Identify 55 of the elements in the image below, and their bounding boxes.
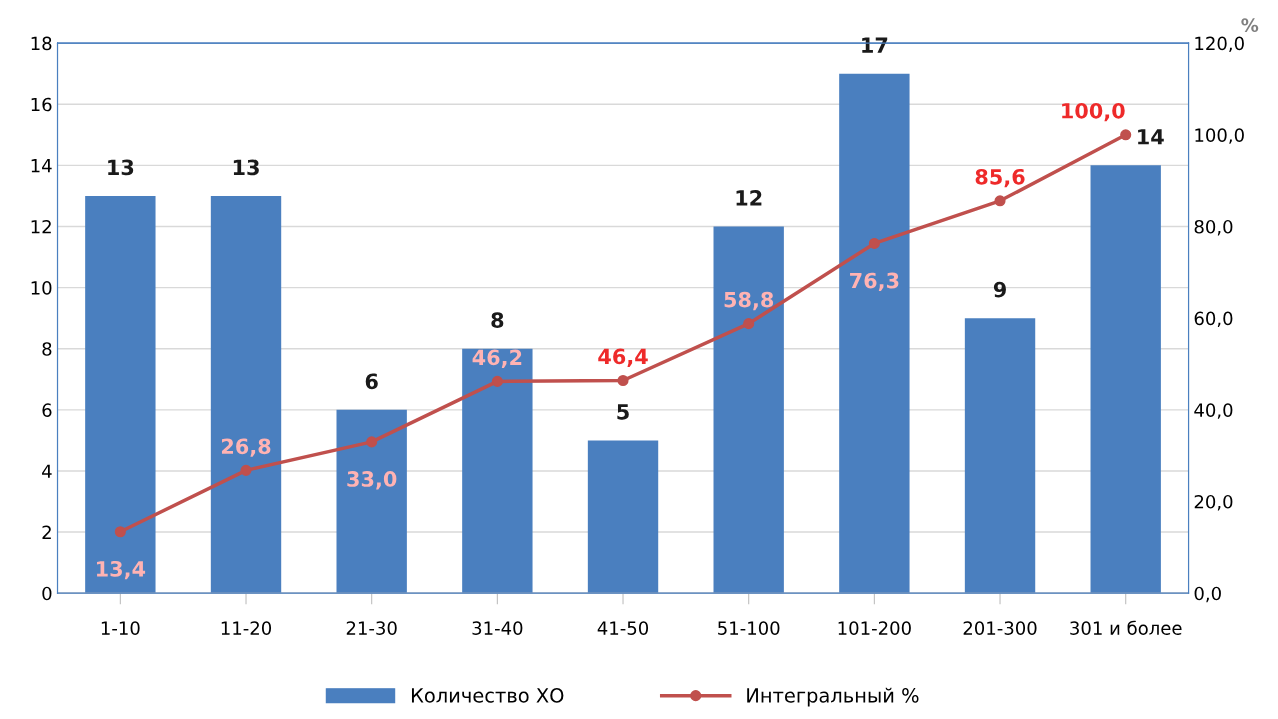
point xyxy=(1120,129,1132,141)
data-label: 26,8 xyxy=(221,438,271,457)
data-label: 100,0 xyxy=(1062,102,1125,122)
y-tick-label: 16 xyxy=(31,97,52,112)
y-tick-label: 10 xyxy=(31,281,52,295)
data-label: 46,2 xyxy=(472,349,522,368)
y2-tick-label: 60,0 xyxy=(1194,311,1233,328)
point xyxy=(617,374,629,387)
data-label: 8 xyxy=(491,312,504,329)
data-label: 5 xyxy=(617,404,629,420)
y2-tick-label: 80,0 xyxy=(1194,219,1233,236)
y-tick-label: 0 xyxy=(42,586,52,601)
point xyxy=(491,375,503,387)
y2-tick-label: 40,0 xyxy=(1194,403,1233,419)
data-label: 46,4 xyxy=(598,348,648,367)
data-label: 85,6 xyxy=(975,168,1025,188)
data-label: 76,3 xyxy=(850,272,899,292)
y-tick-label: 14 xyxy=(31,159,52,173)
data-label: 6 xyxy=(365,373,378,390)
y-tick-label: 18 xyxy=(31,36,52,51)
data-label: 58,8 xyxy=(724,291,774,311)
x-tick-label: 11-20 xyxy=(221,621,272,635)
legend-label: Интегральный % xyxy=(747,687,919,707)
x-tick-label: 51-100 xyxy=(718,621,780,635)
x-tick-label: 201-300 xyxy=(963,621,1037,635)
y-tick-label: 2 xyxy=(42,525,51,539)
x-tick-label: 301 и более xyxy=(1070,620,1182,635)
data-label: 33,0 xyxy=(347,471,397,490)
x-tick-label: 41-50 xyxy=(597,621,649,635)
point xyxy=(868,237,880,250)
data-label: 13 xyxy=(233,159,259,176)
data-label: 13,4 xyxy=(97,560,146,580)
data-label: 13 xyxy=(108,159,134,176)
y2-tick-label: 100,0 xyxy=(1195,128,1244,144)
y-tick-label: 12 xyxy=(31,219,51,234)
x-tick-label: 1-10 xyxy=(101,621,140,635)
y2-axis-title: % xyxy=(1241,18,1259,32)
legend-label: Количество ХО xyxy=(411,688,564,703)
x-tick-label: 31-40 xyxy=(472,621,523,635)
point xyxy=(240,464,252,476)
point xyxy=(994,195,1006,207)
data-label: 14 xyxy=(1138,129,1164,145)
y2-tick-label: 120,0 xyxy=(1195,36,1244,53)
y-tick-label: 6 xyxy=(42,403,52,417)
data-label: 12 xyxy=(736,190,762,206)
x-tick-label: 101-200 xyxy=(838,621,911,635)
x-tick-label: 21-30 xyxy=(346,621,397,635)
y2-tick-label: 20,0 xyxy=(1194,494,1233,511)
y-tick-label: 4 xyxy=(42,464,52,478)
y-tick-label: 8 xyxy=(42,342,52,356)
point xyxy=(114,526,126,538)
data-label: 9 xyxy=(993,281,1006,298)
point xyxy=(743,318,755,330)
y2-tick-label: 0,0 xyxy=(1194,586,1221,603)
point xyxy=(366,436,378,448)
